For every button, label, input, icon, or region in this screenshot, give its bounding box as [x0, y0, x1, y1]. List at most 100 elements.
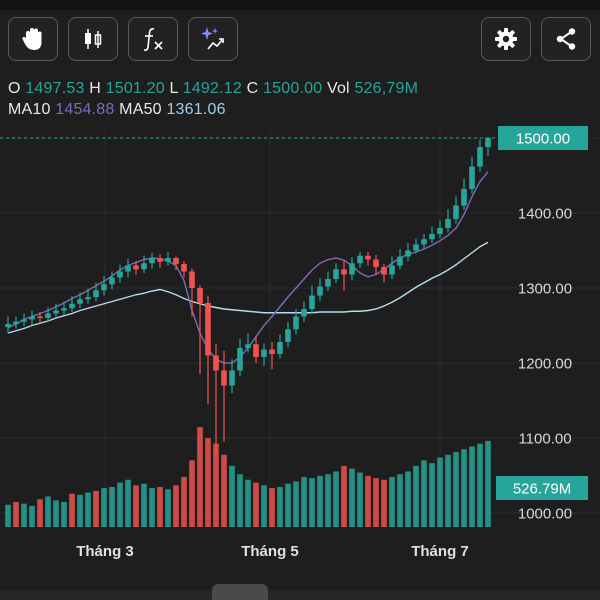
candle-body — [69, 303, 75, 309]
candle-body — [45, 313, 51, 318]
candle-body — [301, 309, 307, 317]
candle-body — [309, 295, 315, 309]
candle-body — [405, 250, 411, 257]
status-bar — [0, 0, 600, 10]
volume-bar — [13, 502, 19, 527]
candle-body — [333, 269, 339, 279]
candle-body — [381, 267, 387, 275]
candle-body — [397, 256, 403, 266]
candle-body — [197, 288, 203, 303]
candle-body — [29, 316, 35, 320]
function-tool-button[interactable] — [128, 17, 178, 61]
candle-body — [253, 344, 259, 357]
candle-body — [141, 263, 147, 270]
candle-body — [37, 316, 43, 318]
volume-bar — [21, 503, 27, 527]
volume-bar — [101, 488, 107, 527]
volume-bar — [261, 485, 267, 527]
candle-body — [53, 310, 59, 314]
scroll-handle[interactable] — [212, 584, 268, 600]
candle-body — [445, 219, 451, 228]
high-value: 1501.20 — [105, 80, 165, 97]
volume-bar — [229, 465, 235, 527]
volume-bar — [109, 487, 115, 527]
volume-bar — [285, 483, 291, 527]
volume-bar — [197, 427, 203, 527]
candle-body — [277, 342, 283, 354]
candle-body — [93, 290, 99, 297]
last-price-label: 1500.00 — [516, 131, 570, 148]
volume-bar — [357, 472, 363, 527]
last-price-tag — [498, 126, 588, 150]
candle-body — [349, 263, 355, 275]
hand-tool-button[interactable] — [8, 17, 58, 61]
open-label: O — [8, 80, 21, 97]
volume-bar — [173, 485, 179, 527]
candle-body — [117, 271, 123, 278]
price-chart[interactable]: 1500.00 1400.00 1300.00 1200.00 1100.00 1000.… — [0, 125, 600, 600]
volume-bar — [157, 487, 163, 527]
volume-bar — [453, 452, 459, 527]
candle-body — [149, 258, 155, 264]
volume-bar — [141, 483, 147, 527]
candle-body — [357, 255, 363, 264]
candle-body — [477, 147, 483, 167]
candle-body — [189, 271, 195, 288]
candle-body — [221, 370, 227, 386]
candle-body — [437, 228, 443, 234]
volume-bar — [469, 446, 475, 527]
volume-bar — [205, 438, 211, 527]
ma10-value: 1454.88 — [55, 101, 115, 118]
gear-icon — [495, 28, 517, 50]
settings-button[interactable] — [481, 17, 531, 61]
ma10-label: MA10 — [8, 101, 51, 118]
volume-bar — [389, 477, 395, 527]
candle-body — [413, 244, 419, 251]
candlestick-tool-button[interactable] — [68, 17, 118, 61]
volume-bar — [133, 485, 139, 527]
candle-body — [229, 370, 235, 386]
ai-signal-tool-button[interactable] — [188, 17, 238, 61]
price-axis-label: 1200.00 — [518, 356, 572, 373]
volume-bar — [397, 474, 403, 527]
close-value: 1500.00 — [263, 80, 323, 97]
candle-body — [373, 259, 379, 267]
volume-bar — [293, 481, 299, 527]
candle-body — [237, 348, 243, 371]
time-axis-label: Tháng 3 — [76, 543, 134, 560]
volume-bar — [429, 463, 435, 527]
volume-bar — [29, 505, 35, 527]
ma-readout: MA10 1454.88 MA50 1361.06 — [8, 101, 226, 119]
volume-bar — [349, 468, 355, 527]
candle-body — [317, 286, 323, 296]
volume-bar — [277, 487, 283, 527]
candle-body — [429, 234, 435, 240]
candlestick-tool-icon — [85, 29, 102, 49]
candle-body — [213, 355, 219, 371]
price-axis-label: 1400.00 — [518, 206, 572, 223]
volume-bar — [117, 482, 123, 527]
price-axis-label: 1300.00 — [518, 281, 572, 298]
candle-body — [261, 349, 267, 357]
volume-bar — [381, 479, 387, 527]
candle-body — [5, 324, 11, 327]
price-axis-label: 1000.00 — [518, 506, 572, 523]
volume-bar — [477, 443, 483, 527]
high-label: H — [89, 80, 101, 97]
candle-body — [325, 279, 331, 287]
volume-bar — [37, 499, 43, 527]
ma50-label: MA50 — [119, 101, 162, 118]
volume-bar — [125, 479, 131, 527]
volume-bar — [221, 454, 227, 527]
share-button[interactable] — [541, 17, 591, 61]
candle-body — [157, 258, 163, 262]
candle-body — [21, 319, 27, 322]
volume-bar — [269, 488, 275, 527]
candle-body — [61, 308, 67, 311]
volume-bar — [237, 474, 243, 527]
candle-body — [285, 329, 291, 342]
candle-body — [173, 258, 179, 264]
volume-value: 526,79M — [354, 80, 419, 97]
volume-bar — [485, 440, 491, 527]
volume-bar — [373, 478, 379, 527]
